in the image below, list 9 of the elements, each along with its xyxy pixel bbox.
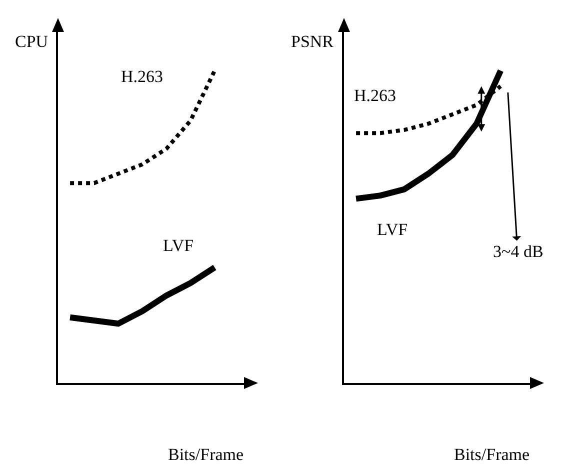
x-axis-title: Bits/Frame — [454, 445, 530, 464]
x-axis-title: Bits/Frame — [168, 445, 244, 464]
y-axis-title: CPU — [15, 32, 48, 51]
annotation: 3~4 dB — [493, 242, 544, 261]
text: H.263 — [121, 67, 164, 86]
series-label: LVF — [377, 220, 408, 239]
series-label: H.263 — [354, 86, 396, 105]
series-label: LVF — [163, 236, 194, 255]
y-axis-title: PSNR — [291, 32, 334, 51]
